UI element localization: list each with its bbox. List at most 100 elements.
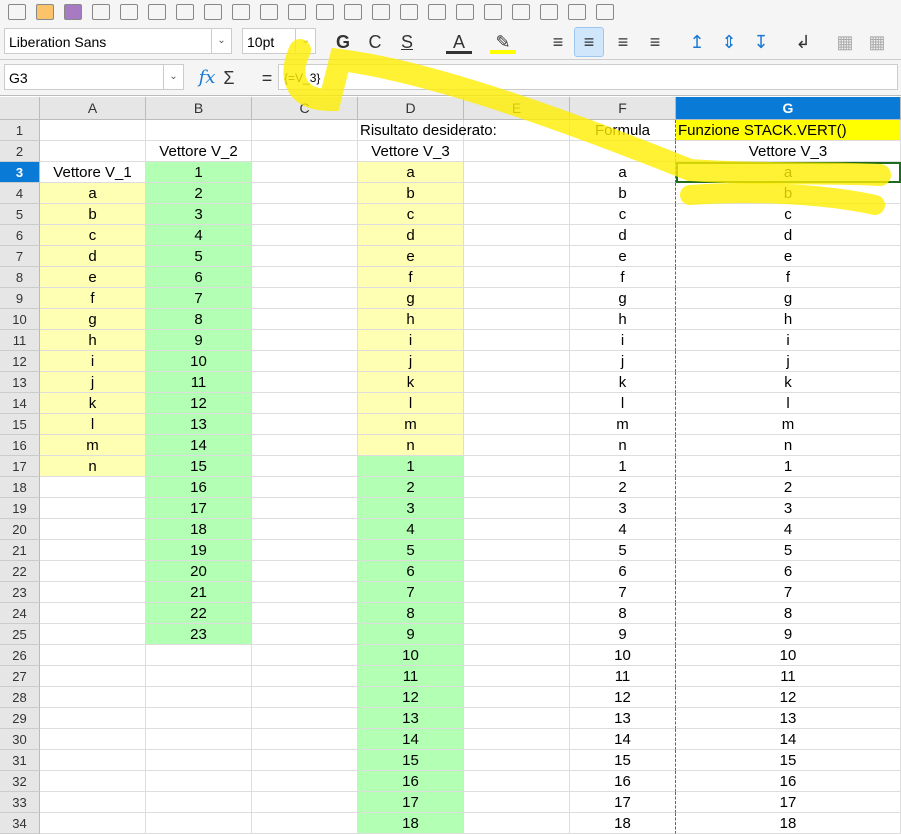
cell-e25[interactable] (464, 624, 570, 645)
align-right-icon[interactable]: ≡ (617, 32, 629, 52)
column-icon[interactable] (456, 4, 474, 20)
cell-a14[interactable]: k (40, 393, 146, 414)
merge-cells-icon[interactable]: ▦ (836, 32, 854, 52)
cell-a15[interactable]: l (40, 414, 146, 435)
row-header-19[interactable]: 19 (0, 498, 40, 519)
cell-g24[interactable]: 8 (676, 603, 901, 624)
row-header-11[interactable]: 11 (0, 330, 40, 351)
cell-d5[interactable]: c (358, 204, 464, 225)
cell-g17[interactable]: 1 (676, 456, 901, 477)
cell-f29[interactable]: 13 (570, 708, 676, 729)
cell-c6[interactable] (252, 225, 358, 246)
cell-b20[interactable]: 18 (146, 519, 252, 540)
align-bottom-icon[interactable]: ↧ (753, 32, 769, 52)
cell-c13[interactable] (252, 372, 358, 393)
cell-a31[interactable] (40, 750, 146, 771)
cell-a26[interactable] (40, 645, 146, 666)
cell-e26[interactable] (464, 645, 570, 666)
cell-b24[interactable]: 22 (146, 603, 252, 624)
cell-e10[interactable] (464, 309, 570, 330)
cell-c23[interactable] (252, 582, 358, 603)
cell-d30[interactable]: 14 (358, 729, 464, 750)
cell-b34[interactable] (146, 813, 252, 834)
cell-g29[interactable]: 13 (676, 708, 901, 729)
row-header-25[interactable]: 25 (0, 624, 40, 645)
row-header-20[interactable]: 20 (0, 519, 40, 540)
cut-icon[interactable] (176, 4, 194, 20)
cell-a18[interactable] (40, 477, 146, 498)
cell-b5[interactable]: 3 (146, 204, 252, 225)
cell-c22[interactable] (252, 561, 358, 582)
cell-e2[interactable] (464, 141, 570, 162)
cell-e17[interactable] (464, 456, 570, 477)
cell-g6[interactable]: d (676, 225, 901, 246)
chevron-down-icon[interactable]: ⌄ (211, 29, 231, 53)
formula-equals-icon[interactable]: = (261, 68, 273, 88)
cell-b30[interactable] (146, 729, 252, 750)
cell-f24[interactable]: 8 (570, 603, 676, 624)
row-header-5[interactable]: 5 (0, 204, 40, 225)
row-header-31[interactable]: 31 (0, 750, 40, 771)
find-replace-icon[interactable] (372, 4, 390, 20)
cell-g25[interactable]: 9 (676, 624, 901, 645)
cell-f27[interactable]: 11 (570, 666, 676, 687)
cell-d26[interactable]: 10 (358, 645, 464, 666)
cell-c28[interactable] (252, 687, 358, 708)
cell-b28[interactable] (146, 687, 252, 708)
cell-c27[interactable] (252, 666, 358, 687)
function-wizard-icon[interactable]: fx (198, 67, 216, 88)
font-size-box[interactable]: 10pt ⌄ (242, 28, 316, 54)
cell-g12[interactable]: j (676, 351, 901, 372)
italic-button[interactable]: C (368, 32, 382, 52)
row-header-9[interactable]: 9 (0, 288, 40, 309)
row-header-4[interactable]: 4 (0, 183, 40, 204)
cell-a4[interactable]: a (40, 183, 146, 204)
cell-g10[interactable]: h (676, 309, 901, 330)
cell-b26[interactable] (146, 645, 252, 666)
cell-b9[interactable]: 7 (146, 288, 252, 309)
cell-e18[interactable] (464, 477, 570, 498)
cell-c20[interactable] (252, 519, 358, 540)
cell-c31[interactable] (252, 750, 358, 771)
cell-b7[interactable]: 5 (146, 246, 252, 267)
cell-b27[interactable] (146, 666, 252, 687)
cell-f14[interactable]: l (570, 393, 676, 414)
cell-e4[interactable] (464, 183, 570, 204)
cell-e5[interactable] (464, 204, 570, 225)
row-header-17[interactable]: 17 (0, 456, 40, 477)
cell-c19[interactable] (252, 498, 358, 519)
cell-c32[interactable] (252, 771, 358, 792)
cell-b13[interactable]: 11 (146, 372, 252, 393)
cell-e19[interactable] (464, 498, 570, 519)
cell-b1[interactable] (146, 120, 252, 141)
cell-e30[interactable] (464, 729, 570, 750)
row-header-27[interactable]: 27 (0, 666, 40, 687)
cell-a16[interactable]: m (40, 435, 146, 456)
row-header-32[interactable]: 32 (0, 771, 40, 792)
cell-e9[interactable] (464, 288, 570, 309)
cell-f20[interactable]: 4 (570, 519, 676, 540)
row-header-26[interactable]: 26 (0, 645, 40, 666)
row-icon[interactable] (428, 4, 446, 20)
cell-c5[interactable] (252, 204, 358, 225)
cell-a30[interactable] (40, 729, 146, 750)
row-header-8[interactable]: 8 (0, 267, 40, 288)
print-preview-icon[interactable] (148, 4, 166, 20)
row-header-23[interactable]: 23 (0, 582, 40, 603)
cell-g9[interactable]: g (676, 288, 901, 309)
cell-g23[interactable]: 7 (676, 582, 901, 603)
cell-d15[interactable]: m (358, 414, 464, 435)
cell-a33[interactable] (40, 792, 146, 813)
cell-e12[interactable] (464, 351, 570, 372)
cell-g30[interactable]: 14 (676, 729, 901, 750)
cell-d17[interactable]: 1 (358, 456, 464, 477)
cell-d23[interactable]: 7 (358, 582, 464, 603)
cell-e33[interactable] (464, 792, 570, 813)
cell-f23[interactable]: 7 (570, 582, 676, 603)
center-vertically-icon[interactable]: ⇕ (721, 32, 737, 52)
cell-e31[interactable] (464, 750, 570, 771)
cell-g11[interactable]: i (676, 330, 901, 351)
cell-b12[interactable]: 10 (146, 351, 252, 372)
row-header-10[interactable]: 10 (0, 309, 40, 330)
cell-g20[interactable]: 4 (676, 519, 901, 540)
